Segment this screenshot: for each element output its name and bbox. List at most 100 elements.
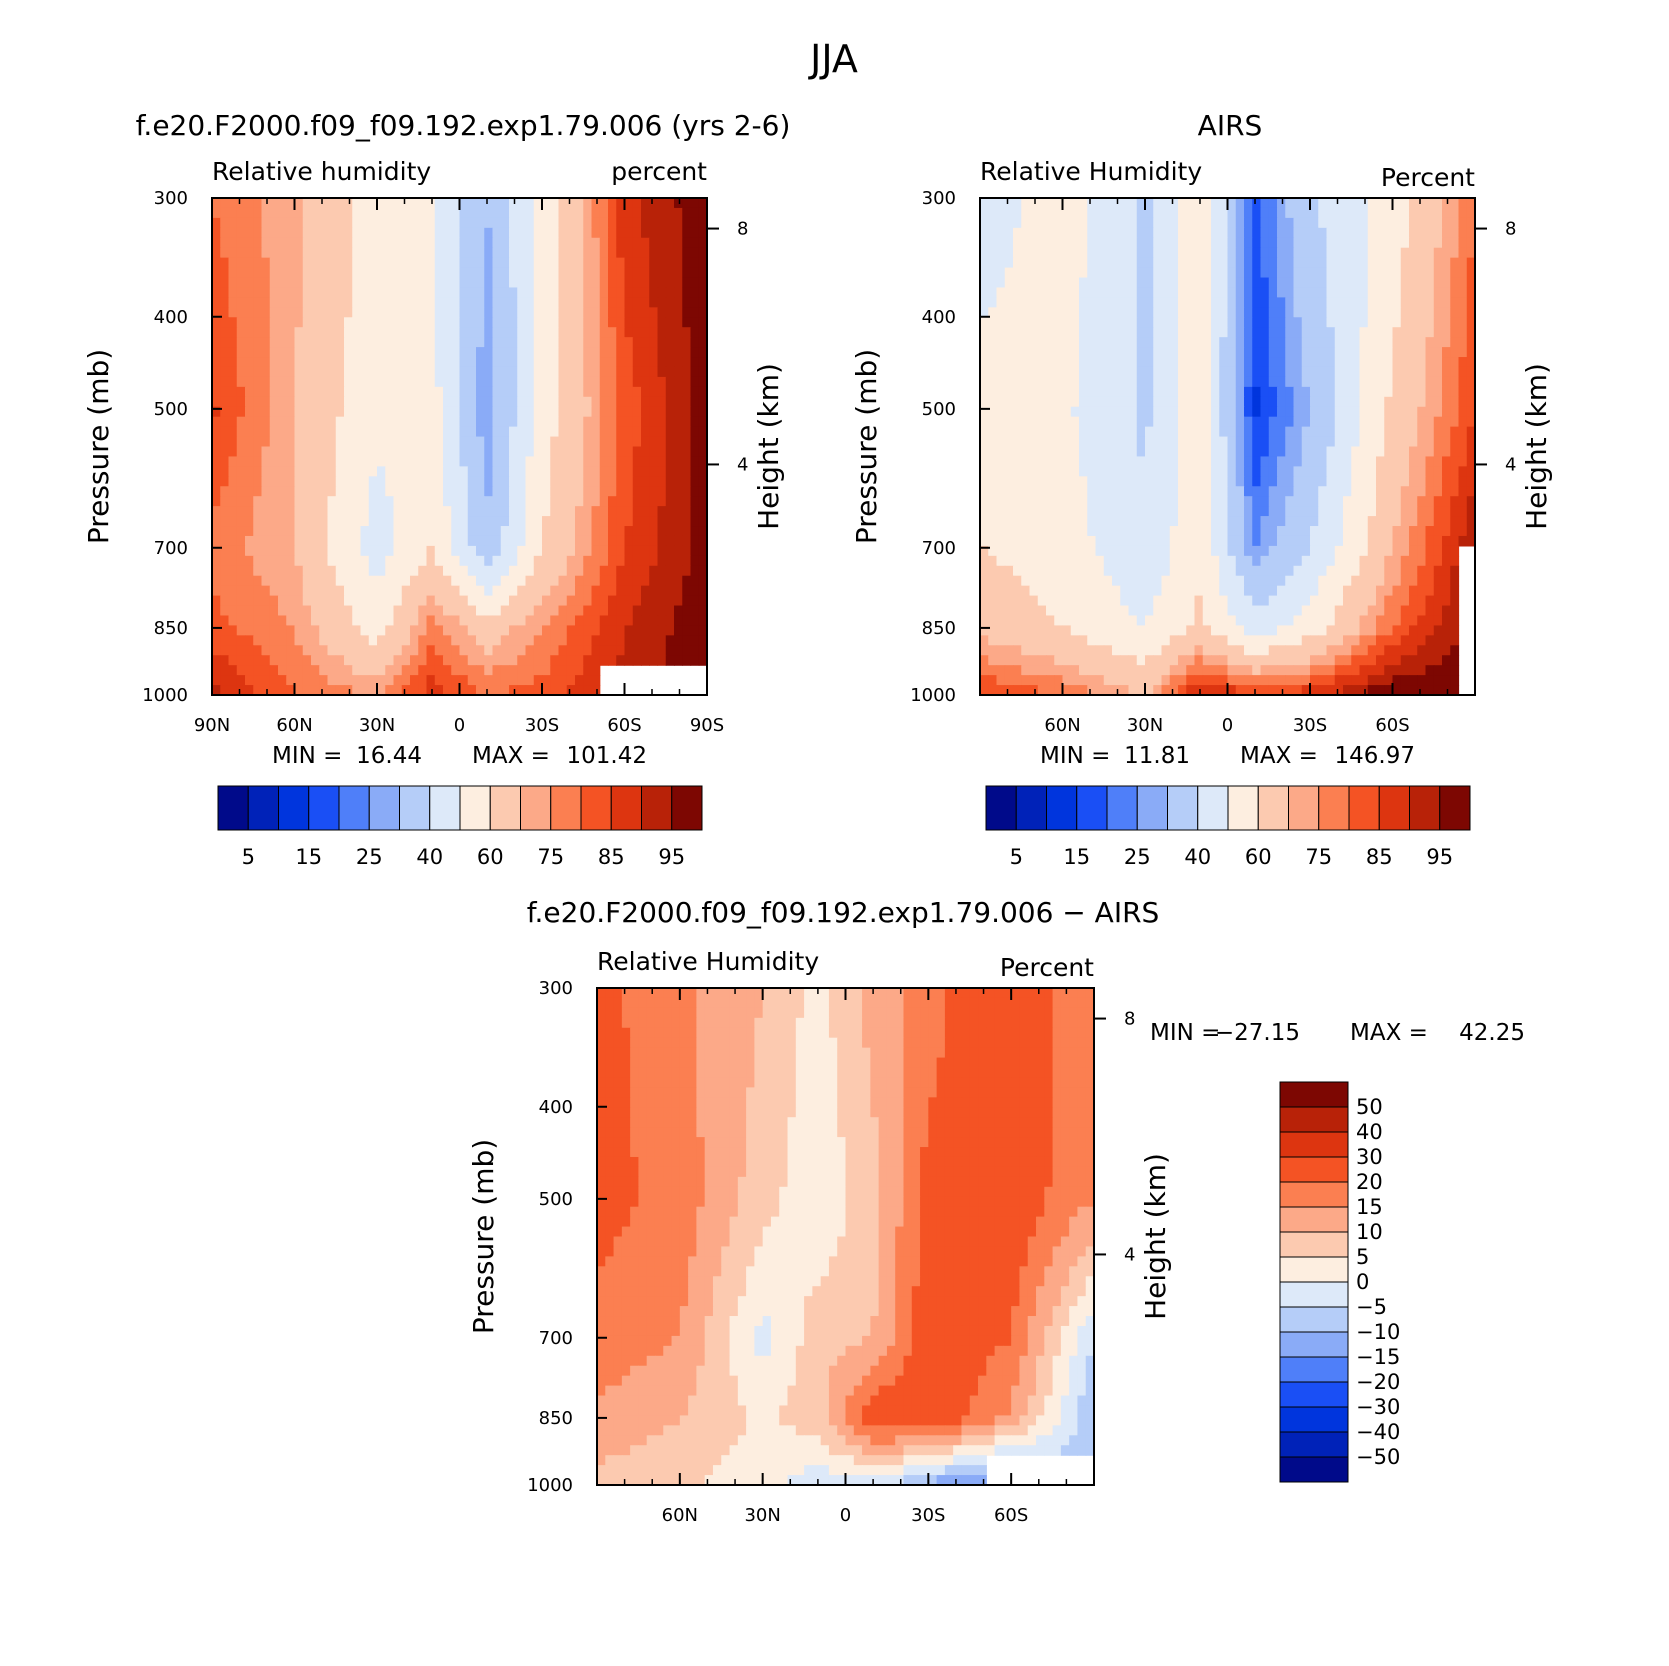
model-cell (319, 575, 329, 587)
obs-cell (1326, 198, 1336, 209)
model-cell (608, 496, 617, 507)
obs-cell (1227, 237, 1237, 249)
obs-cell (1376, 257, 1385, 269)
obs-cell (1202, 198, 1212, 209)
obs-cell (1458, 416, 1468, 428)
model-cell (484, 526, 494, 537)
model-cell (467, 386, 477, 398)
model-y2tick-label: 8 (737, 219, 748, 240)
model-cell (228, 446, 238, 458)
model-cell (459, 496, 469, 507)
obs-cell (1458, 476, 1468, 487)
model-cell (410, 545, 419, 557)
model-cell (443, 545, 452, 557)
obs-cell (1029, 247, 1039, 259)
model-cell (467, 247, 477, 259)
obs-cell (1235, 307, 1245, 318)
model-cell (368, 506, 378, 517)
obs-cell (1202, 337, 1212, 348)
obs-cell (1227, 357, 1237, 368)
model-cell (575, 545, 584, 557)
obs-cell (1136, 277, 1146, 289)
obs-cell (1425, 217, 1435, 229)
model-cell (525, 446, 535, 458)
model-cell (583, 605, 593, 617)
obs-cell (1037, 366, 1047, 378)
model-cell (335, 685, 345, 696)
model-cell (451, 198, 461, 209)
model-cell (319, 217, 329, 229)
obs-cell (1202, 207, 1212, 219)
model-cell (385, 645, 395, 656)
model-cell (641, 585, 650, 597)
model-cell (649, 555, 659, 567)
obs-cell (1186, 267, 1196, 279)
model-cell (632, 267, 642, 279)
obs-cell (1409, 207, 1418, 219)
model-cell (212, 585, 221, 597)
obs-cell (1318, 257, 1328, 269)
model-cell (327, 277, 337, 289)
model-cell (599, 595, 609, 607)
model-cell (253, 366, 263, 378)
obs-cell (1169, 198, 1179, 209)
model-cell (286, 207, 296, 219)
model-cell (319, 406, 329, 418)
obs-cell (1260, 456, 1270, 467)
obs-cell (1293, 198, 1303, 209)
model-cell (352, 207, 362, 219)
model-cell (278, 456, 287, 467)
model-cell (434, 297, 444, 308)
model-cell (261, 675, 271, 686)
model-cell (459, 227, 469, 239)
model-cell (319, 227, 329, 239)
model-cell (236, 198, 246, 209)
model-cell (278, 227, 287, 239)
model-cell (575, 287, 584, 298)
obs-cell (1244, 416, 1253, 428)
obs-cell (1376, 267, 1385, 279)
model-cell (360, 396, 370, 408)
model-cell (558, 198, 568, 209)
obs-cell (1112, 297, 1121, 308)
model-cell (434, 526, 444, 537)
obs-cell (1004, 198, 1014, 209)
obs-cell (1450, 337, 1460, 348)
model-cell (443, 297, 452, 308)
model-cell (236, 516, 246, 527)
obs-cell (1062, 307, 1072, 318)
obs-cell (1095, 506, 1105, 517)
model-cell (682, 327, 692, 338)
model-cell (583, 655, 593, 666)
model-cell (608, 555, 617, 567)
obs-cell (1046, 486, 1055, 497)
obs-cell (1293, 237, 1303, 249)
obs-cell (1120, 287, 1130, 298)
model-cell (509, 406, 518, 418)
model-cell (434, 595, 444, 607)
model-cell (509, 565, 518, 577)
model-cell (690, 227, 700, 239)
obs-cell (1334, 486, 1344, 497)
model-cell (476, 575, 485, 587)
model-cell (368, 685, 378, 696)
obs-cell (1029, 287, 1039, 298)
obs-cell (1004, 287, 1014, 298)
model-cell (616, 595, 626, 607)
model-cell (690, 565, 700, 577)
model-cell (220, 277, 230, 289)
model-cell (624, 287, 634, 298)
model-cell (616, 416, 626, 428)
obs-cell (1046, 217, 1055, 229)
model-cell (426, 675, 436, 686)
model-cell (451, 675, 461, 686)
model-cell (302, 307, 312, 318)
model-cell (583, 416, 593, 428)
model-cell (525, 655, 535, 666)
obs-cell (1145, 406, 1154, 418)
model-cell (484, 376, 494, 388)
obs-cell (1103, 386, 1113, 398)
model-cell (335, 456, 345, 467)
obs-cell (1367, 406, 1377, 418)
model-cell (393, 386, 403, 398)
